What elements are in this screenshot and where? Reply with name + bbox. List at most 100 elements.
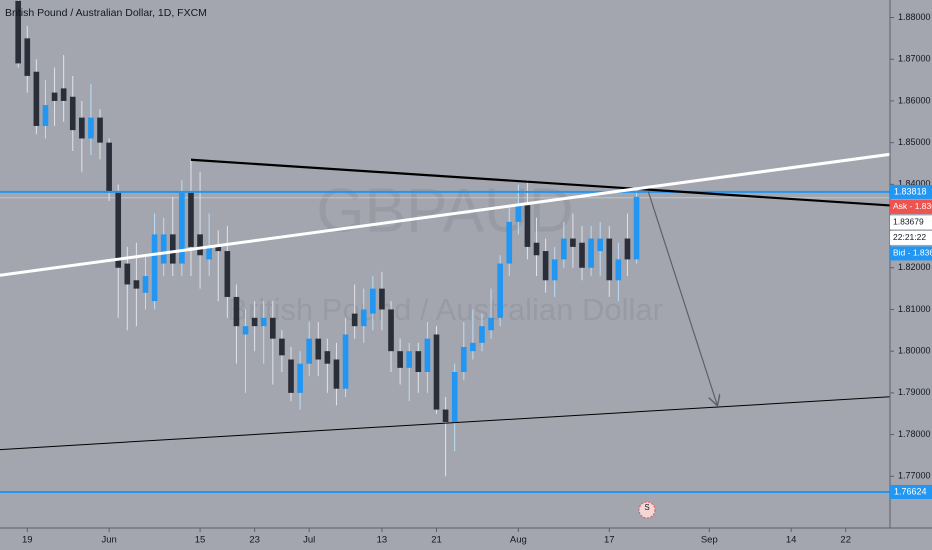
x-tick-label: 21 [431, 535, 442, 546]
candle-body [260, 317, 267, 327]
candle-body [397, 351, 403, 368]
y-tick-label: 1.79000 [898, 387, 931, 397]
candle-body [451, 372, 458, 423]
candle-body [97, 117, 103, 143]
price-tag [890, 199, 932, 214]
event-marker [638, 501, 656, 519]
x-tick-label: Sep [701, 535, 718, 546]
candle-body [524, 205, 531, 247]
x-tick-label: 22 [840, 535, 851, 546]
y-tick-label: 1.77000 [898, 471, 931, 481]
candle-body [470, 342, 476, 352]
level-tag-label: 1.83818 [894, 186, 927, 196]
trend-line [0, 396, 894, 451]
x-tick-label: 17 [604, 535, 615, 546]
candle-body [579, 242, 585, 268]
candle-body [606, 238, 613, 281]
candle-body [551, 259, 558, 281]
x-tick-label: Jul [303, 535, 315, 546]
chart-title: British Pound / Australian Dollar, 1D, F… [5, 7, 207, 19]
candle-body [224, 251, 231, 297]
candle-body [442, 409, 449, 423]
candle-body [324, 351, 331, 364]
candle-body [333, 359, 340, 389]
candle-body [424, 338, 431, 373]
candle-body [206, 246, 212, 260]
level-tag [890, 484, 932, 499]
candle-body [351, 313, 358, 327]
price-axis [890, 0, 932, 550]
y-tick-label: 1.81000 [898, 304, 931, 314]
candle-body [560, 238, 567, 260]
candle-body [269, 317, 276, 339]
candle-body [124, 263, 131, 285]
candle-body [151, 234, 158, 302]
y-tick-label: 1.84000 [898, 179, 931, 189]
x-tick-label: 23 [249, 535, 260, 546]
y-tick-label: 1.88000 [898, 12, 931, 22]
level-tag [890, 184, 932, 199]
y-tick-label: 1.82000 [898, 262, 931, 272]
x-tick-label: 19 [22, 535, 33, 546]
candle-body [360, 309, 367, 327]
candle-body [179, 192, 185, 264]
candle-body [242, 326, 249, 335]
candle-body [88, 117, 94, 139]
candle-body [306, 338, 313, 364]
x-tick-label: 13 [377, 535, 388, 546]
candle-body [379, 288, 385, 310]
candle-body [315, 338, 322, 360]
candle-body [60, 88, 67, 101]
candle-body [542, 251, 549, 281]
candle-body [406, 351, 413, 368]
price-tag-label: Bid - 1.83679 [893, 248, 932, 258]
candle-body [233, 296, 240, 327]
candle-body [588, 238, 594, 268]
candle-body [106, 142, 112, 193]
price-tag [890, 230, 932, 245]
candle-body [415, 351, 422, 373]
candle-body [597, 238, 604, 252]
candle-body [15, 0, 22, 64]
candle-body [624, 238, 631, 260]
projection-arrow [647, 191, 717, 406]
candle-body [169, 234, 176, 264]
y-tick-label: 1.87000 [898, 54, 931, 64]
candle-body [433, 334, 440, 410]
candle-body [288, 359, 294, 393]
candle-body [51, 92, 58, 101]
price-tag [890, 246, 932, 261]
candle-body [42, 105, 49, 126]
candle-body [251, 317, 258, 327]
candle-body [506, 221, 513, 264]
watermark: GBPAUD [316, 176, 573, 245]
candle-body [215, 246, 222, 252]
plot-area [0, 0, 890, 528]
price-tag-label: Ask - 1.83688 [893, 201, 932, 211]
candle-body [24, 38, 31, 76]
candle-body [342, 334, 349, 389]
candle-body [79, 117, 85, 139]
candle-body [570, 238, 576, 247]
candle-body [69, 96, 76, 131]
candle-body [370, 288, 376, 314]
x-tick-label: Jun [101, 535, 116, 546]
price-tag-label: 1.83679 [893, 217, 924, 227]
y-tick-label: 1.86000 [898, 95, 931, 105]
candle-body [133, 280, 140, 289]
candle-body [160, 234, 167, 264]
candle-body [515, 205, 522, 222]
candle-body [479, 326, 485, 343]
y-tick-label: 1.85000 [898, 137, 931, 147]
x-tick-label: 14 [786, 535, 797, 546]
trend-line [0, 152, 894, 277]
candle-body [497, 263, 503, 318]
event-marker-label: S [644, 503, 649, 512]
candle-body [460, 346, 467, 373]
candle-body [197, 234, 203, 256]
candle-body [388, 309, 394, 352]
x-tick-label: 15 [195, 535, 206, 546]
level-tag-label: 1.76624 [894, 486, 927, 496]
